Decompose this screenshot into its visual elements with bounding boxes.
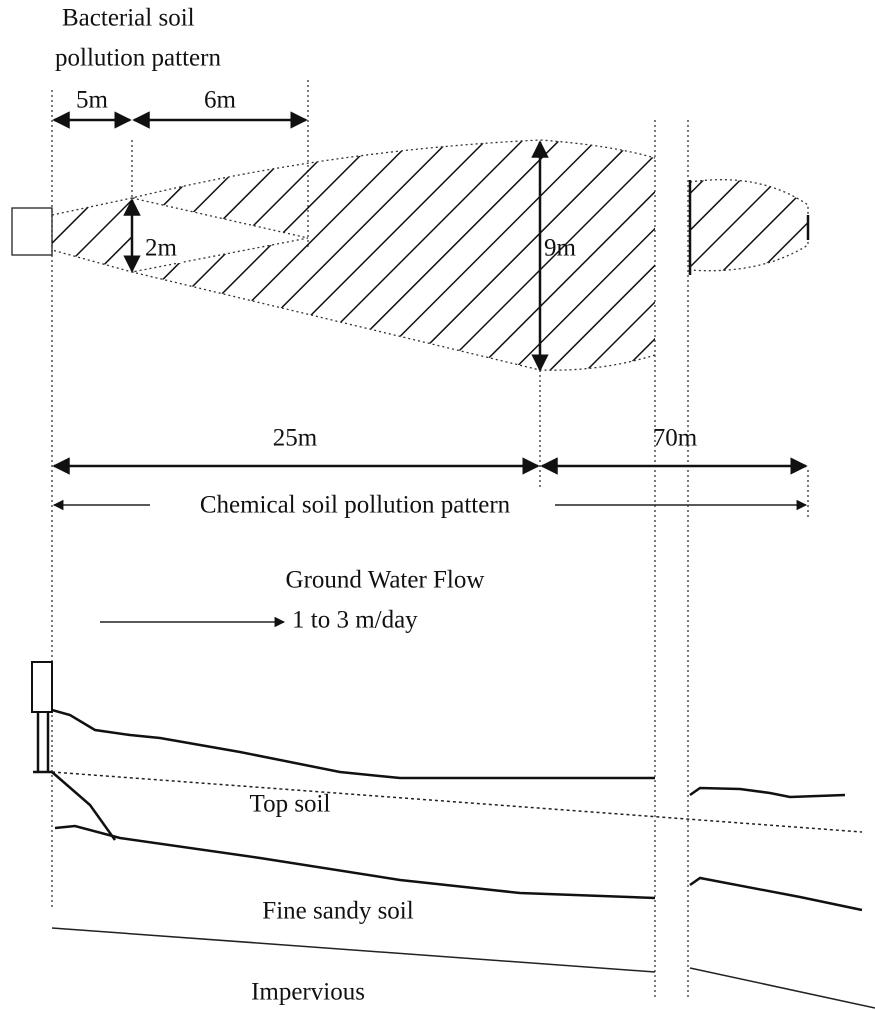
dimension-label: 70m xyxy=(653,425,698,452)
dimension-label: 5m xyxy=(76,87,109,114)
bacterial-label: pollution pattern xyxy=(55,45,221,72)
dimension-label: 6m xyxy=(204,87,237,114)
dimension-label: 2m xyxy=(145,235,178,262)
bacterial-label: Bacterial soil xyxy=(62,5,195,32)
layer-label: Top soil xyxy=(250,791,331,818)
dimension-label: 9m xyxy=(544,235,577,262)
cross-section xyxy=(31,661,875,1009)
flow-title: Ground Water Flow xyxy=(286,567,485,594)
chemical-plume-end xyxy=(690,179,808,271)
layer-label: Impervious xyxy=(251,979,365,1006)
flow-rate: 1 to 3 m/day xyxy=(292,607,418,634)
layer-label: Fine sandy soil xyxy=(262,898,413,925)
chemical-plume xyxy=(52,140,655,371)
chemical-label: Chemical soil pollution pattern xyxy=(200,492,511,519)
dimension-label: 25m xyxy=(273,425,318,452)
